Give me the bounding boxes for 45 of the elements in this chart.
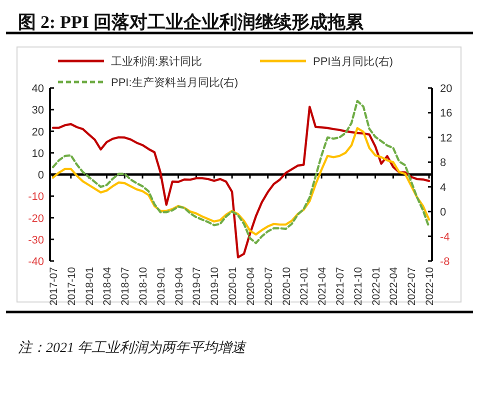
y-tick-label: 0 [38,170,44,182]
x-tick-label: 2021-10 [352,266,364,306]
y2-tick-label: 0 [440,206,446,219]
y-tick-label: 40 [32,83,44,95]
x-tick-label: 2019-01 [155,266,168,306]
text: 注：2021 年工业利润为两年平均增速 [18,340,246,356]
x-tick-label: 2022-07 [406,266,418,306]
legend-label: 工业利润:累计同比 [111,55,202,68]
x-tick-label: 2022-10 [424,266,436,306]
y2-tick-label: -4 [440,231,450,244]
x-tick-label: 2022-04 [388,266,400,306]
x-tick-label: 2018-10 [138,266,150,306]
y2-tick-label: -8 [440,256,450,268]
y-tick-label: -40 [28,256,44,268]
y2-tick-label: 16 [440,108,452,120]
x-tick-label: 2020-10 [280,266,293,306]
legend-label: PPI:生产资料当月同比(右) [111,76,238,89]
y-tick-label: 30 [32,104,44,117]
x-tick-label: 2021-07 [334,266,346,306]
x-tick-label: 2021-04 [316,266,329,306]
legend-label: PPI当月同比(右) [313,55,394,68]
y-tick-label: -10 [28,191,44,204]
y2-tick-label: 12 [440,132,452,144]
y2-tick-label: 8 [440,157,446,170]
x-tick-label: 2020-07 [262,266,275,306]
x-tick-label: 2017-10 [66,266,78,306]
x-tick-label: 2020-01 [227,266,240,306]
line-series [52,127,430,236]
y-tick-label: -20 [28,212,44,225]
x-tick-label: 2017-07 [48,266,60,306]
y-tick-label: 10 [32,148,44,160]
x-tick-label: 2018-04 [102,266,114,306]
y-tick-label: 20 [32,126,44,138]
x-tick-label: 2019-07 [191,266,204,306]
chart-title: 图 2: PPI 回落对工业企业利润继续形成拖累 [18,12,364,32]
x-tick-label: 2019-04 [173,266,186,306]
x-tick-label: 2019-10 [209,266,222,306]
y-tick-label: -30 [28,234,44,246]
x-tick-label: 2021-01 [298,266,311,306]
x-tick-label: 2020-04 [244,266,257,306]
x-tick-label: 2022-01 [370,266,382,306]
x-tick-label: 2018-07 [120,266,132,306]
y2-tick-label: 20 [440,83,452,95]
x-tick-label: 2018-01 [84,266,96,306]
y2-tick-label: 4 [440,182,446,194]
